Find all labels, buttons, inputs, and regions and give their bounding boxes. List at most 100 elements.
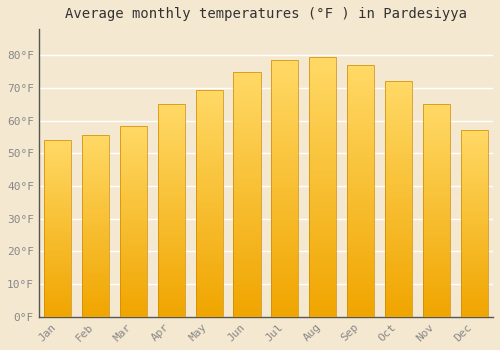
Bar [234,96,260,99]
Bar [120,133,147,135]
Bar [271,60,298,317]
Bar [271,93,298,96]
Bar [196,256,223,258]
Bar [309,80,336,83]
Bar [271,76,298,78]
Bar [460,188,488,190]
Bar [385,197,412,199]
Bar [82,172,109,174]
Bar [120,173,147,175]
Bar [196,137,223,140]
Bar [422,300,450,302]
Bar [422,213,450,215]
Bar [309,220,336,223]
Bar [196,105,223,108]
Bar [158,270,185,272]
Bar [271,240,298,242]
Bar [271,114,298,117]
Bar [82,195,109,197]
Bar [82,275,109,277]
Bar [44,294,72,296]
Bar [120,204,147,206]
Bar [460,199,488,201]
Bar [422,196,450,198]
Bar [120,200,147,202]
Bar [120,286,147,288]
Bar [309,293,336,296]
Bar [460,259,488,261]
Bar [460,209,488,211]
Bar [44,259,72,260]
Bar [234,251,260,253]
Bar [44,292,72,294]
Bar [120,206,147,208]
Bar [44,269,72,271]
Bar [234,238,260,241]
Bar [82,282,109,284]
Bar [422,308,450,310]
Bar [158,178,185,181]
Bar [309,101,336,104]
Bar [271,170,298,173]
Bar [422,251,450,253]
Bar [82,177,109,179]
Bar [422,140,450,142]
Bar [347,116,374,118]
Bar [347,178,374,181]
Bar [309,150,336,153]
Bar [460,302,488,304]
Bar [347,209,374,211]
Bar [271,227,298,230]
Bar [234,140,260,143]
Bar [196,164,223,167]
Bar [460,261,488,263]
Bar [196,133,223,135]
Bar [422,194,450,196]
Bar [82,186,109,188]
Bar [347,105,374,108]
Bar [347,168,374,171]
Bar [309,226,336,229]
Bar [347,198,374,201]
Bar [82,166,109,168]
Bar [234,167,260,170]
Bar [196,92,223,94]
Bar [460,166,488,168]
Bar [271,153,298,155]
Bar [271,183,298,186]
Bar [158,300,185,302]
Bar [422,206,450,208]
Bar [234,278,260,280]
Bar [385,171,412,173]
Bar [44,262,72,264]
Bar [347,264,374,266]
Bar [385,178,412,180]
Bar [309,91,336,93]
Bar [120,185,147,187]
Bar [44,179,72,181]
Bar [44,191,72,193]
Bar [385,303,412,305]
Bar [82,150,109,152]
Bar [158,183,185,185]
Bar [82,199,109,201]
Bar [158,293,185,295]
Bar [196,224,223,226]
Bar [120,261,147,263]
Bar [120,193,147,194]
Bar [347,128,374,131]
Bar [44,296,72,298]
Bar [347,171,374,173]
Bar [385,281,412,284]
Bar [158,142,185,145]
Bar [309,280,336,283]
Bar [44,205,72,207]
Bar [271,173,298,176]
Bar [234,246,260,248]
Bar [234,180,260,182]
Bar [422,281,450,283]
Bar [82,266,109,268]
Bar [44,276,72,278]
Bar [120,127,147,130]
Bar [120,135,147,137]
